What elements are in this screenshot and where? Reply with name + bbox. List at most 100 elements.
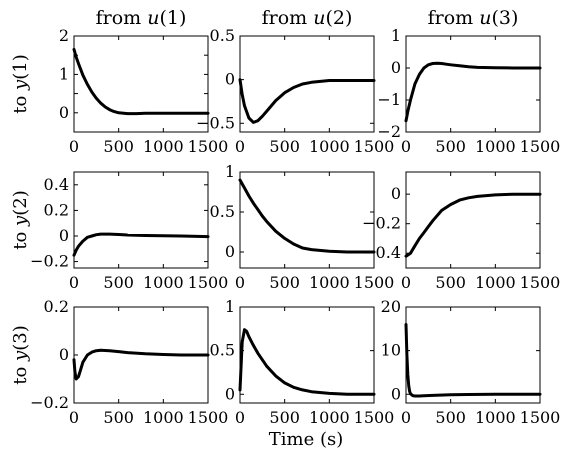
y-tick-label: 0 — [225, 70, 235, 89]
column-title-3: from u(3) — [428, 7, 519, 29]
y-tick-label: −2 — [377, 122, 401, 141]
y-tick-label: 1 — [225, 162, 235, 181]
panel-frame — [73, 171, 209, 269]
row-label-prefix: to — [10, 361, 31, 385]
response-line — [238, 78, 376, 124]
panel-y2-u2: 0 500 1000 1500 0 0.5 1 — [210, 162, 395, 292]
x-tick-label: 1000 — [309, 137, 350, 156]
x-axis-label: Time (s) — [269, 429, 344, 450]
x-tick-label: 500 — [103, 273, 134, 292]
column-title-var: u — [479, 7, 491, 29]
y-tick-label: 0 — [59, 345, 69, 364]
row-label-index: (1) — [10, 54, 31, 80]
y-tick-label: 10 — [381, 341, 401, 360]
x-tick-label: 1000 — [475, 137, 516, 156]
column-title-var: u — [147, 7, 159, 29]
y-tick-label: −1 — [377, 90, 401, 109]
x-tick-label: 1500 — [520, 273, 561, 292]
row-label-2: to y(2) — [10, 190, 31, 249]
y-tick-label: −0.2 — [30, 252, 69, 271]
x-tick-label: 500 — [103, 137, 134, 156]
x-tick-label: 1500 — [354, 137, 395, 156]
x-tick-label: 500 — [103, 408, 134, 427]
y-tick-label: 0 — [59, 103, 69, 122]
column-title-index: (3) — [491, 7, 518, 29]
x-tick-label: 500 — [269, 408, 300, 427]
y-tick-label: 1 — [225, 297, 235, 316]
column-title-index: (1) — [159, 7, 186, 29]
column-title-2: from u(2) — [262, 7, 353, 29]
response-line — [72, 47, 210, 116]
x-tick-label: 500 — [435, 273, 466, 292]
panel-frame — [239, 306, 375, 404]
response-line — [72, 348, 210, 381]
x-tick-label: 500 — [435, 137, 466, 156]
panel-frame — [405, 171, 541, 269]
x-tick-label: 1500 — [354, 273, 395, 292]
column-title-1: from u(1) — [96, 7, 187, 29]
x-tick-label: 500 — [269, 273, 300, 292]
row-label-index: (3) — [10, 325, 31, 351]
x-tick-label: 0 — [401, 137, 411, 156]
row-label-1: to y(1) — [10, 54, 31, 113]
response-line — [238, 328, 376, 396]
y-tick-label: −0.2 — [30, 393, 69, 412]
panel-y2-u1: 0 500 1000 1500−0.200.20.4 — [30, 171, 229, 292]
y-tick-label: 1 — [391, 26, 401, 45]
panel-y1-u2: 0 500 1000 1500−0.500.5 — [196, 26, 394, 156]
y-tick-label: 0.5 — [210, 341, 235, 360]
x-tick-label: 1000 — [143, 137, 184, 156]
y-tick-label: 0 — [391, 184, 401, 203]
y-tick-label: 0 — [391, 384, 401, 403]
x-tick-label: 500 — [269, 137, 300, 156]
x-tick-label: 0 — [401, 408, 411, 427]
x-tick-label: 1000 — [309, 273, 350, 292]
response-line — [72, 232, 210, 257]
panel-y1-u3: 0 500 1000 1500 −2 −1 0 1 — [377, 26, 560, 156]
y-tick-label: 0.2 — [44, 200, 69, 219]
panel-frame — [73, 35, 209, 133]
y-tick-label: −0.2 — [362, 214, 401, 233]
y-tick-label: 0 — [391, 58, 401, 77]
row-label-index: (2) — [10, 190, 31, 216]
column-title-index: (2) — [325, 7, 352, 29]
x-tick-label: 1000 — [309, 408, 350, 427]
y-tick-label: 2 — [59, 26, 69, 45]
y-tick-label: −0.5 — [196, 113, 235, 132]
y-tick-label: 20 — [381, 297, 401, 316]
panel-frame — [405, 35, 541, 133]
panel-y3-u1: 0 500 1000 1500−0.200.2 — [30, 297, 228, 427]
row-label-prefix: to — [10, 90, 31, 114]
response-line — [238, 178, 376, 254]
row-label-var: y — [10, 350, 31, 362]
x-tick-label: 0 — [69, 408, 79, 427]
y-tick-label: 0.5 — [210, 26, 235, 45]
panel-y3-u2: 0 500 1000 1500 0 0.5 1 — [210, 297, 395, 427]
x-tick-label: 0 — [401, 273, 411, 292]
y-tick-label: 0 — [225, 384, 235, 403]
y-tick-label: 0.5 — [210, 202, 235, 221]
panel-frame — [239, 171, 375, 269]
x-tick-label: 0 — [235, 408, 245, 427]
response-line — [404, 192, 542, 258]
panel-y3-u3: 0 500 1000 1500 0 10 20 — [381, 297, 561, 427]
column-title-prefix: from — [96, 7, 148, 29]
x-tick-label: 1500 — [188, 408, 229, 427]
panel-y2-u3: 0 500 1000 1500 −0.4 −0.2 0 — [362, 171, 561, 292]
x-tick-label: 1500 — [520, 137, 561, 156]
x-tick-label: 1500 — [354, 408, 395, 427]
response-line — [404, 61, 542, 123]
y-tick-label: 0 — [225, 242, 235, 261]
row-label-prefix: to — [10, 226, 31, 250]
x-tick-label: 0 — [69, 273, 79, 292]
panel-frame — [405, 306, 541, 404]
column-title-prefix: from — [262, 7, 314, 29]
y-tick-label: 1 — [59, 64, 69, 83]
row-label-3: to y(3) — [10, 325, 31, 384]
response-line — [404, 323, 542, 398]
x-tick-label: 1500 — [188, 273, 229, 292]
panel-y1-u1: 0 500 1000 1500 0 1 2 — [59, 26, 229, 156]
x-tick-label: 1000 — [143, 273, 184, 292]
row-label-var: y — [10, 79, 31, 91]
